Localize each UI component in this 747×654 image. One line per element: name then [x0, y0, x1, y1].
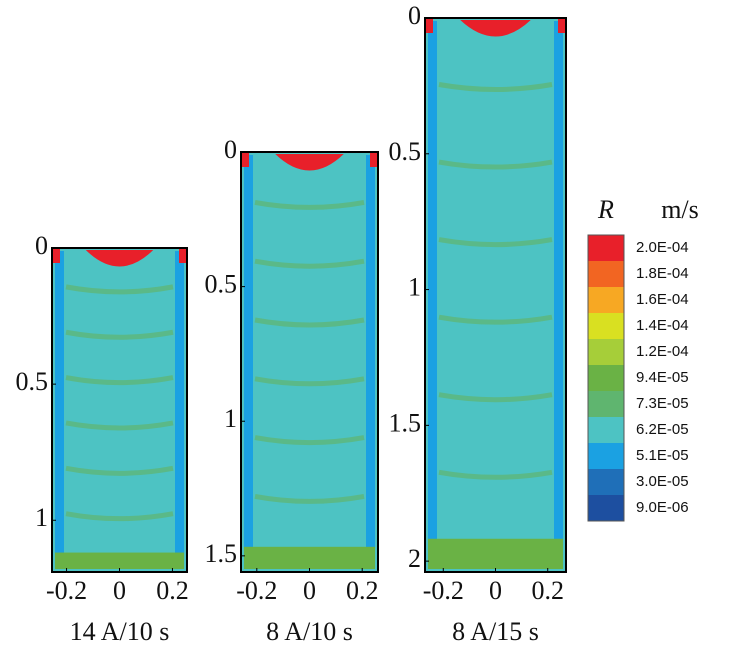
- colorbar-tick-label: 2.0E-04: [636, 239, 689, 256]
- field-top: [85, 250, 154, 267]
- field-band: [65, 420, 174, 431]
- colorbar-swatch: [588, 261, 624, 287]
- field-band: [254, 258, 365, 269]
- field-band: [65, 511, 174, 522]
- field-band: [254, 493, 365, 504]
- field-corner: [179, 249, 186, 263]
- field-bottom: [428, 538, 563, 569]
- x-axis-label: 8 A/15 s: [452, 617, 539, 646]
- y-tick-label: 0: [224, 135, 237, 164]
- colorbar-tick-label: 1.6E-04: [636, 291, 689, 308]
- y-tick-label: 1: [224, 404, 237, 433]
- field-band: [65, 329, 174, 340]
- y-tick-label: 1: [408, 273, 421, 302]
- field: [51, 247, 188, 573]
- field-band: [438, 392, 553, 403]
- colorbar-tick-label: 5.1E-05: [636, 447, 689, 464]
- field-edge: [175, 251, 184, 569]
- field-band: [438, 237, 553, 248]
- colorbar-swatch: [588, 469, 624, 495]
- field-edge: [428, 21, 437, 569]
- x-tick-label: -0.2: [423, 576, 464, 605]
- field-corner: [242, 153, 249, 167]
- x-axis-label: 14 A/10 s: [70, 617, 170, 646]
- colorbar-swatch: [588, 287, 624, 313]
- field-band: [438, 82, 553, 92]
- colorbar-swatch: [588, 391, 624, 417]
- x-tick-label: -0.2: [236, 576, 277, 605]
- field-bottom: [55, 552, 184, 569]
- x-tick-label: -0.2: [46, 576, 87, 605]
- field-top: [275, 154, 344, 171]
- y-tick-label: 2: [408, 544, 421, 573]
- colorbar-tick-label: 9.4E-05: [636, 369, 689, 386]
- colorbar-swatch: [588, 495, 624, 521]
- colorbar-tick-label: 1.4E-04: [636, 317, 689, 334]
- y-tick-label: 0: [35, 231, 48, 260]
- colorbar-tick-label: 7.3E-05: [636, 395, 689, 412]
- colorbar-tick-label: 9.0E-06: [636, 499, 689, 516]
- field-edge: [244, 155, 253, 569]
- field-band: [254, 199, 365, 210]
- field-band: [65, 375, 174, 386]
- y-tick-label: 0.5: [16, 367, 49, 396]
- field-band: [438, 469, 553, 480]
- colorbar-label: R: [597, 195, 614, 224]
- colorbar-tick-label: 3.0E-05: [636, 473, 689, 490]
- colorbar-frame: [587, 234, 625, 522]
- field-edge: [554, 21, 563, 569]
- field-corner: [370, 153, 377, 167]
- field-corner: [53, 249, 60, 263]
- colorbar-swatch: [588, 235, 624, 261]
- colorbar-swatch: [588, 443, 624, 469]
- x-tick-label: 0: [113, 576, 126, 605]
- field-edge: [366, 155, 375, 569]
- x-tick-label: 0.2: [156, 576, 189, 605]
- y-tick-label: 0: [408, 1, 421, 30]
- x-tick-label: 0.2: [531, 576, 564, 605]
- y-tick-label: 0.5: [205, 270, 238, 299]
- y-tick-label: 1.5: [205, 539, 238, 568]
- field-band: [254, 435, 365, 446]
- x-tick-label: 0: [489, 576, 502, 605]
- field-top: [460, 20, 531, 37]
- field-band: [438, 159, 553, 170]
- y-tick-label: 0.5: [389, 137, 422, 166]
- field-band: [65, 284, 174, 295]
- field-corner: [558, 19, 565, 33]
- x-axis-label: 8 A/10 s: [266, 617, 353, 646]
- field-band: [438, 314, 553, 325]
- field-bottom: [244, 546, 375, 569]
- colorbar-swatch: [588, 365, 624, 391]
- colorbar-swatch: [588, 417, 624, 443]
- colorbar-swatch: [588, 313, 624, 339]
- field-edge: [55, 251, 64, 569]
- colorbar-swatch: [588, 339, 624, 365]
- field-corner: [426, 19, 433, 33]
- colorbar-tick-label: 6.2E-05: [636, 421, 689, 438]
- field-band: [254, 317, 365, 328]
- field-band: [254, 376, 365, 387]
- y-tick-label: 1: [35, 503, 48, 532]
- field: [240, 151, 379, 573]
- y-tick-label: 1.5: [389, 408, 422, 437]
- field-band: [65, 465, 174, 476]
- field: [424, 17, 567, 573]
- colorbar-tick-label: 1.2E-04: [636, 343, 689, 360]
- colorbar-unit: m/s: [661, 195, 699, 224]
- x-tick-label: 0: [303, 576, 316, 605]
- colorbar-tick-label: 1.8E-04: [636, 265, 689, 282]
- x-tick-label: 0.2: [346, 576, 379, 605]
